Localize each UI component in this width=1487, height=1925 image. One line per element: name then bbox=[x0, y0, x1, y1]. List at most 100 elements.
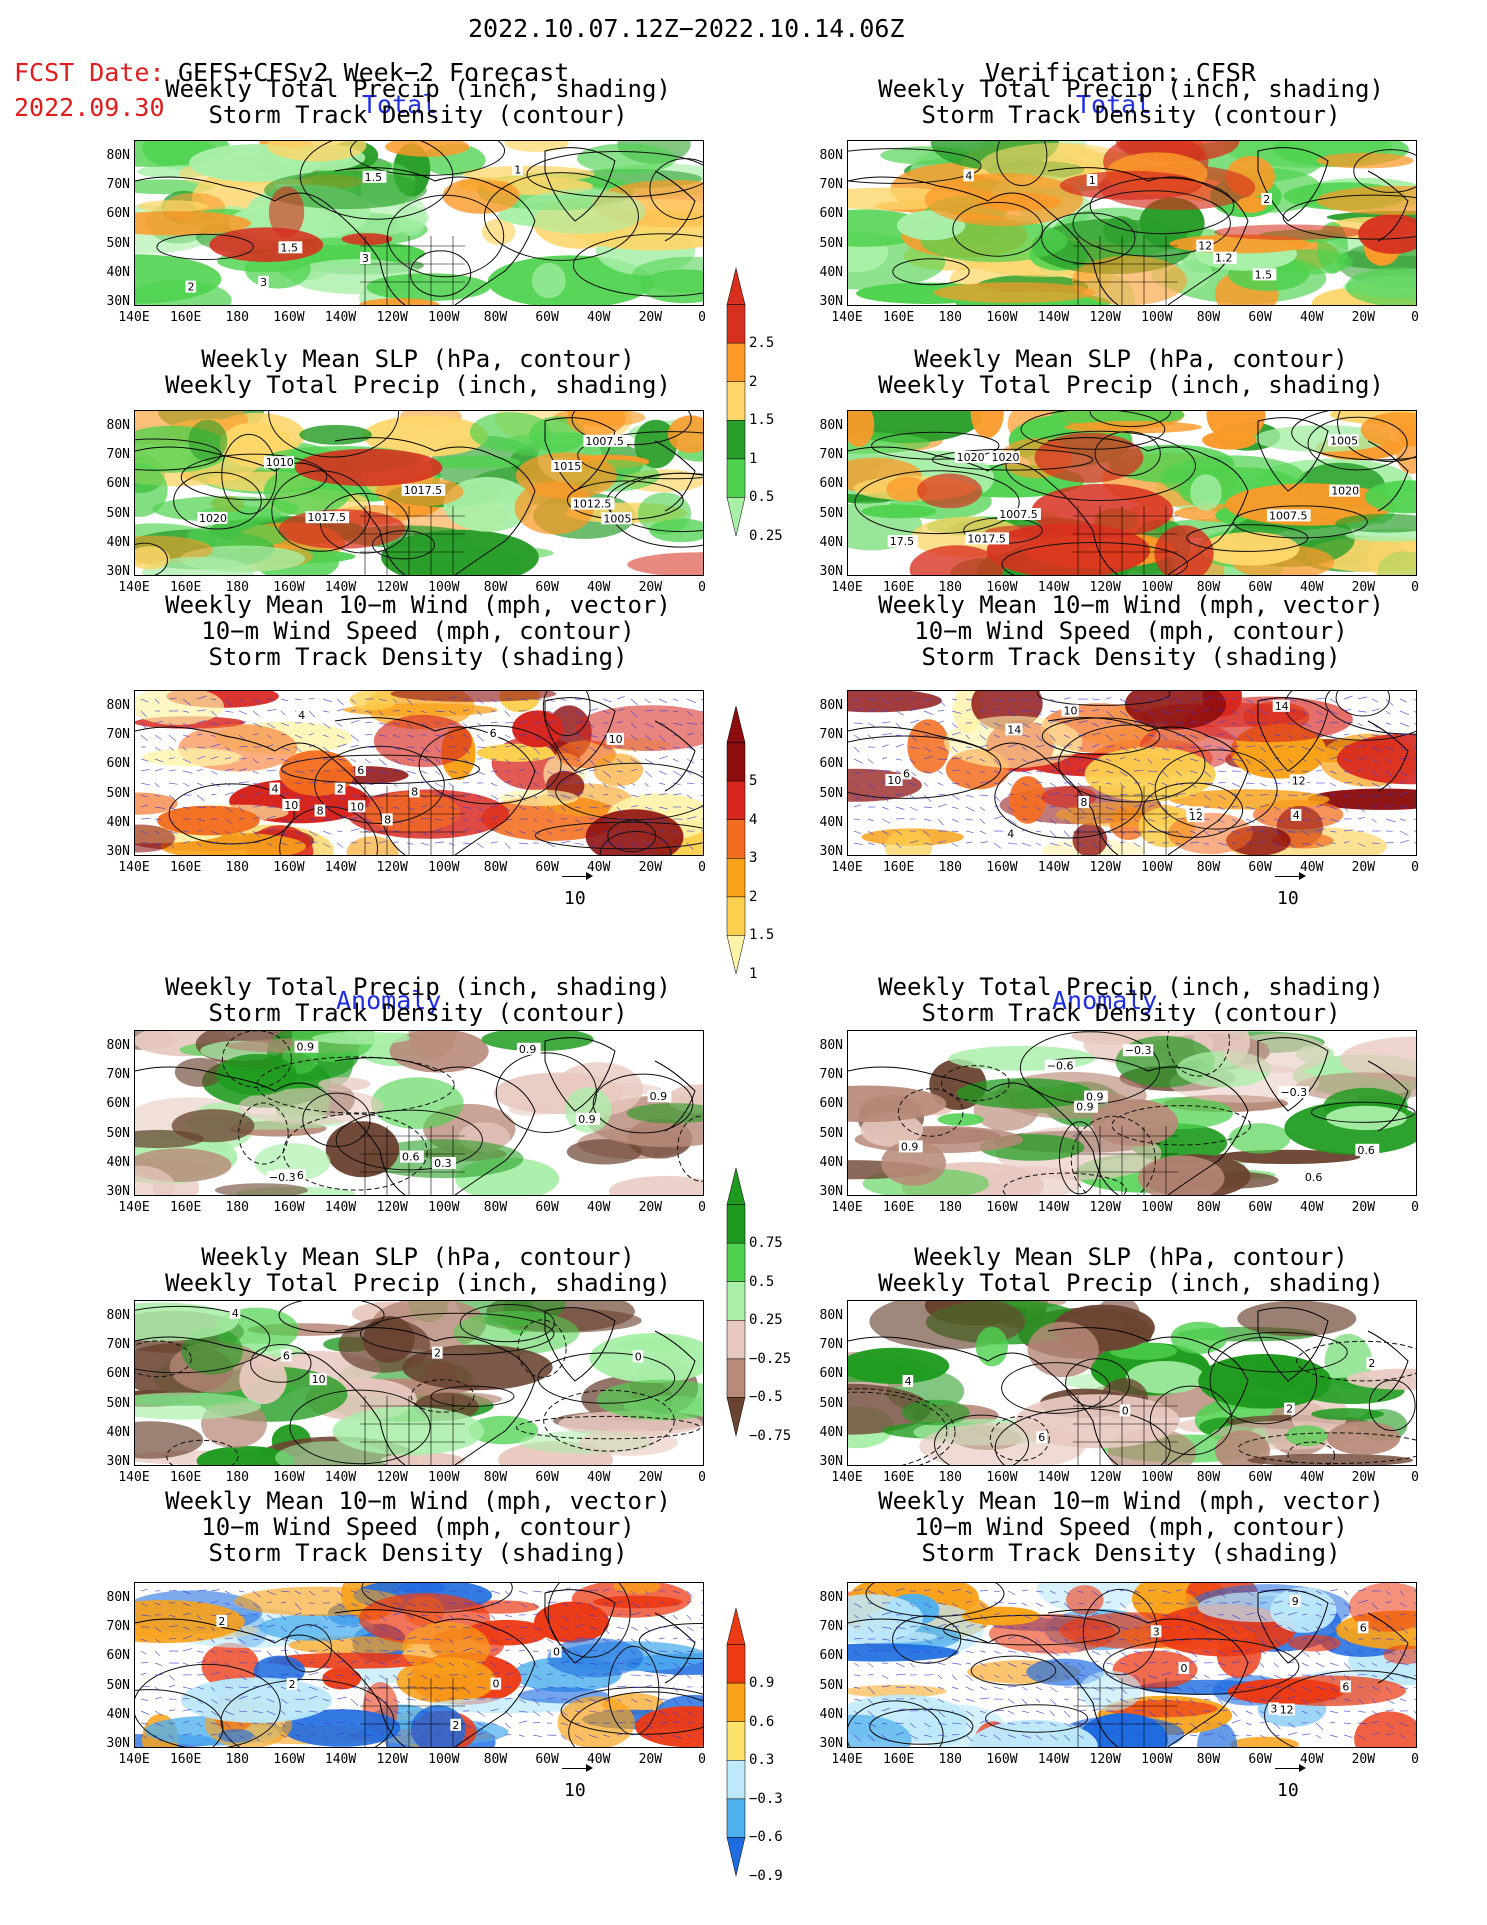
svg-text:12: 12 bbox=[1280, 1704, 1294, 1717]
lon-tick-label: 160W bbox=[273, 1470, 305, 1485]
contour-label: 1017.5 bbox=[965, 532, 1009, 545]
lon-tick-label: 60W bbox=[535, 580, 559, 595]
lon-tick-label: 100W bbox=[428, 1470, 460, 1485]
map-graphic: 1 1.5 2 1.2 4 12 bbox=[848, 141, 1416, 305]
lon-tick-label: 0 bbox=[698, 860, 706, 875]
vector-reference-arrow bbox=[1275, 1768, 1303, 1769]
contour-label: 10 bbox=[309, 1373, 327, 1386]
total-label-right: Total bbox=[1076, 90, 1152, 119]
lon-tick-label: 80W bbox=[1196, 1200, 1221, 1215]
lon-tick-label: 140E bbox=[831, 1752, 863, 1767]
lon-tick-label: 140W bbox=[324, 1200, 357, 1215]
panel-title-line: Storm Track Density (shading) bbox=[208, 643, 628, 671]
fcst-date-label: FCST Date: bbox=[14, 58, 165, 87]
contour-label: 1017.5 bbox=[305, 511, 350, 524]
colorbar-storm-total bbox=[725, 704, 785, 988]
lon-tick-label: 140E bbox=[831, 1200, 863, 1215]
lon-tick-label: 140E bbox=[118, 1200, 150, 1215]
contour-label: 6 bbox=[280, 1349, 292, 1362]
lon-tick-label: 20W bbox=[1351, 1470, 1376, 1485]
map-graphic: 3 1.5 3 1.5 2 1 bbox=[135, 141, 703, 305]
svg-text:0: 0 bbox=[493, 1678, 500, 1691]
total-label-left: Total bbox=[362, 90, 438, 119]
lon-tick-label: 160E bbox=[169, 310, 202, 325]
lon-tick-label: 60W bbox=[1248, 1470, 1272, 1485]
map-panel-vf-wind-total: 101614121244681014 bbox=[847, 690, 1417, 856]
panel-title-line: Weekly Total Precip (inch, shading) bbox=[165, 75, 671, 103]
svg-text:3: 3 bbox=[1153, 1625, 1160, 1638]
lon-tick-label: 20W bbox=[1351, 580, 1376, 595]
lat-tick-label: 50N bbox=[819, 1395, 843, 1411]
colorbar-precip-total bbox=[726, 267, 746, 537]
contour-label: 0 bbox=[1119, 1404, 1131, 1417]
contour-label: 1007.5 bbox=[1267, 509, 1311, 522]
lat-tick-label: 50N bbox=[106, 235, 130, 251]
period-title: 2022.10.07.12Z−2022.10.14.06Z bbox=[468, 14, 905, 43]
lat-tick-label: 40N bbox=[106, 1154, 130, 1170]
vector-reference-arrowhead bbox=[1299, 1764, 1306, 1772]
lon-tick-label: 160W bbox=[986, 310, 1018, 325]
lon-tick-label: 140E bbox=[831, 310, 863, 325]
svg-text:1007.5: 1007.5 bbox=[1269, 509, 1308, 522]
contour-label: 1005 bbox=[601, 512, 632, 525]
map-graphic: 2 4 4 6 8 10 8 10 6 8 10 bbox=[135, 691, 703, 855]
lon-tick-label: 40W bbox=[1299, 860, 1324, 875]
svg-text:6: 6 bbox=[490, 727, 497, 740]
svg-text:12: 12 bbox=[1189, 810, 1203, 823]
lon-tick-label: 160E bbox=[882, 1200, 915, 1215]
lon-tick-label: 100W bbox=[428, 1200, 460, 1215]
lon-tick-label: 120W bbox=[376, 1752, 408, 1767]
svg-text:2: 2 bbox=[1263, 193, 1270, 206]
lon-tick-label: 100W bbox=[1141, 580, 1173, 595]
map-panel-fc-wind-anom: 0 2 2 2 0 bbox=[134, 1582, 704, 1748]
lat-tick-label: 50N bbox=[819, 1125, 843, 1141]
lon-tick-label: 100W bbox=[1141, 1752, 1173, 1767]
lon-tick-label: 120W bbox=[1089, 1470, 1121, 1485]
contour-label: 14 bbox=[1005, 723, 1023, 736]
panel-title-line: Weekly Mean SLP (hPa, contour) bbox=[914, 345, 1348, 373]
svg-text:1020: 1020 bbox=[957, 451, 985, 464]
verification-label: Verification: CFSR bbox=[985, 58, 1256, 87]
colorbar-label: 0.5 bbox=[749, 489, 775, 506]
contour-label: 8 bbox=[382, 813, 393, 827]
svg-text:0.6: 0.6 bbox=[1305, 1171, 1323, 1184]
contour-label: 0.9 bbox=[898, 1140, 923, 1153]
lon-tick-label: 100W bbox=[1141, 1200, 1173, 1215]
svg-text:9: 9 bbox=[1292, 1595, 1299, 1608]
lon-tick-label: 60W bbox=[535, 860, 559, 875]
svg-text:4: 4 bbox=[272, 783, 279, 796]
svg-text:10: 10 bbox=[887, 774, 901, 787]
contour-label: 8 bbox=[314, 804, 326, 818]
lon-tick-label: 20W bbox=[638, 860, 663, 875]
lat-tick-label: 60N bbox=[819, 206, 843, 222]
lon-tick-label: 140W bbox=[324, 860, 357, 875]
contour-label: 12 bbox=[1187, 810, 1205, 823]
panel-title-line: Storm Track Density (contour) bbox=[921, 101, 1341, 129]
contour-label: 0.9 bbox=[647, 1090, 672, 1103]
lon-tick-label: 20W bbox=[638, 1470, 663, 1485]
svg-text:0.9: 0.9 bbox=[519, 1043, 537, 1056]
contour-label: 4 bbox=[1005, 827, 1016, 841]
lat-tick-label: 30N bbox=[106, 844, 130, 859]
map-graphic: 10 4 6 2 0 bbox=[135, 1301, 703, 1465]
lon-tick-label: 0 bbox=[1411, 1200, 1419, 1215]
lon-tick-label: 160E bbox=[169, 860, 202, 875]
lon-tick-label: 160E bbox=[882, 1470, 915, 1485]
lon-tick-label: 20W bbox=[1351, 1200, 1376, 1215]
lat-tick-label: 60N bbox=[819, 1366, 843, 1382]
lon-tick-label: 80W bbox=[483, 1470, 508, 1485]
lat-tick-label: 70N bbox=[819, 1067, 843, 1083]
lat-tick-label: 60N bbox=[819, 1096, 843, 1112]
map-panel-fc-slp-total: 1005 1007.5 1010 1012.5 1015 1017.5 1020 1017.5 bbox=[134, 410, 704, 576]
lon-tick-label: 100W bbox=[428, 860, 460, 875]
map-graphic: 0.6 0.9 −0.3 0.9 −0.6 0.9 −0.3 0.6 bbox=[848, 1031, 1416, 1195]
contour-label: 6 bbox=[487, 727, 499, 740]
lon-tick-label: 140W bbox=[324, 580, 357, 595]
contour-label: 1 bbox=[1086, 174, 1098, 187]
contour-label: 1.5 bbox=[278, 241, 303, 254]
lat-tick-label: 40N bbox=[819, 1424, 843, 1440]
lon-tick-label: 80W bbox=[483, 1200, 508, 1215]
contour-label: 6 bbox=[1340, 1680, 1351, 1693]
lon-tick-label: 160E bbox=[169, 580, 202, 595]
colorbar-label: 0.75 bbox=[749, 1235, 783, 1252]
